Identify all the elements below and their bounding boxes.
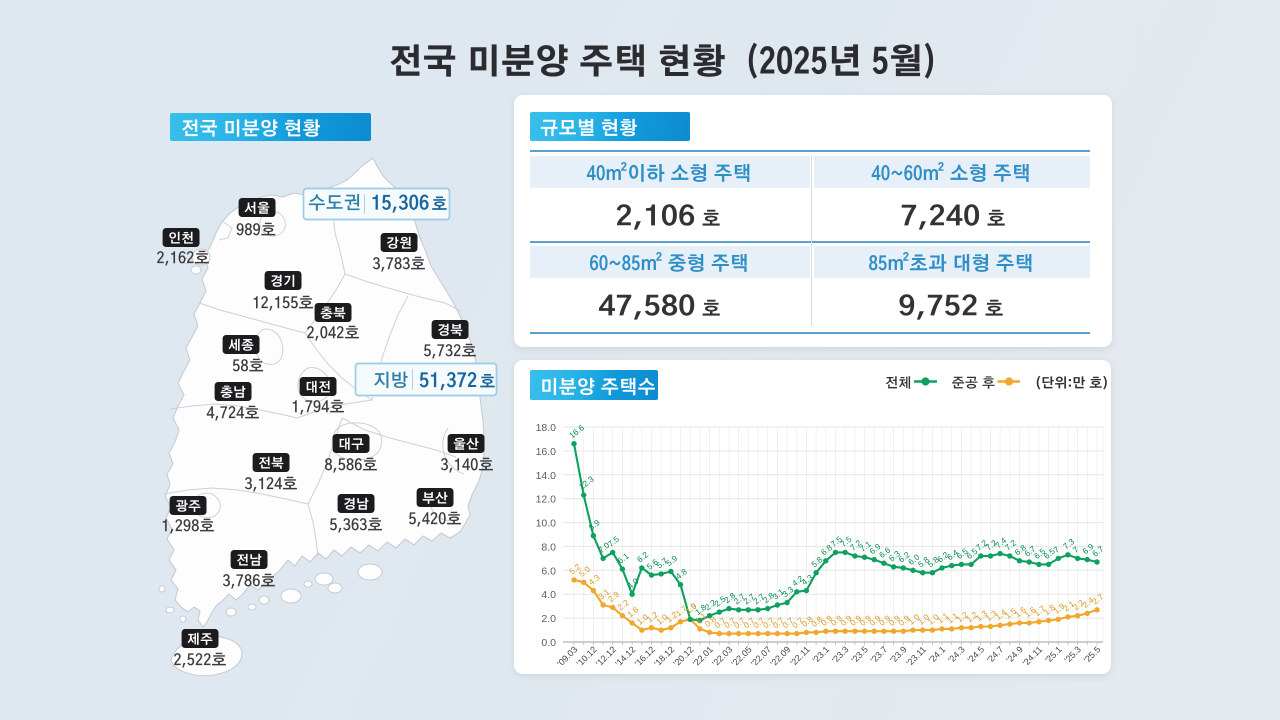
svg-text:'23.5: '23.5 <box>849 644 870 665</box>
svg-text:'23.1: '23.1 <box>811 644 832 665</box>
svg-text:'16.12: '16.12 <box>633 644 657 668</box>
svg-text:'23.3: '23.3 <box>830 644 851 665</box>
svg-text:'25.5: '25.5 <box>1082 644 1103 665</box>
svg-text:'22.07: '22.07 <box>749 644 773 668</box>
svg-text:'23.7: '23.7 <box>869 644 890 665</box>
svg-text:'22.11: '22.11 <box>788 644 812 668</box>
svg-text:6.1: 6.1 <box>615 550 631 565</box>
svg-text:'25.1: '25.1 <box>1043 644 1064 665</box>
svg-text:7: 7 <box>1071 544 1081 555</box>
svg-text:'24.3: '24.3 <box>946 644 967 665</box>
svg-text:6.0: 6.0 <box>541 565 556 577</box>
svg-text:'23.11: '23.11 <box>904 644 928 668</box>
svg-text:'25.3: '25.3 <box>1062 644 1083 665</box>
svg-text:'24.1: '24.1 <box>927 644 948 665</box>
svg-text:'24.7: '24.7 <box>985 644 1006 665</box>
svg-text:12.0: 12.0 <box>536 494 557 506</box>
svg-text:'12.12: '12.12 <box>594 644 618 668</box>
svg-text:16.0: 16.0 <box>536 446 557 458</box>
svg-text:14.0: 14.0 <box>536 470 557 482</box>
svg-text:4.0: 4.0 <box>541 589 556 601</box>
svg-text:'10.12: '10.12 <box>575 644 599 668</box>
svg-text:'09.03: '09.03 <box>555 644 579 668</box>
svg-text:'24.11: '24.11 <box>1021 644 1045 668</box>
svg-text:'22.01: '22.01 <box>691 644 715 668</box>
svg-text:10.0: 10.0 <box>536 518 557 530</box>
svg-text:'22.03: '22.03 <box>710 644 734 668</box>
svg-text:'14.12: '14.12 <box>613 644 637 668</box>
svg-text:18.0: 18.0 <box>536 422 557 434</box>
svg-text:7: 7 <box>1051 544 1061 555</box>
svg-text:'18.12: '18.12 <box>652 644 676 668</box>
svg-text:5.8: 5.8 <box>809 554 825 569</box>
svg-text:8.0: 8.0 <box>541 541 556 553</box>
svg-text:0.0: 0.0 <box>541 637 556 649</box>
svg-text:'20.12: '20.12 <box>671 644 695 668</box>
svg-text:'22.09: '22.09 <box>768 644 792 668</box>
svg-text:'22.05: '22.05 <box>729 644 753 668</box>
svg-text:2.0: 2.0 <box>541 613 556 625</box>
svg-text:4.3: 4.3 <box>799 572 815 587</box>
svg-text:'24.5: '24.5 <box>966 644 987 665</box>
